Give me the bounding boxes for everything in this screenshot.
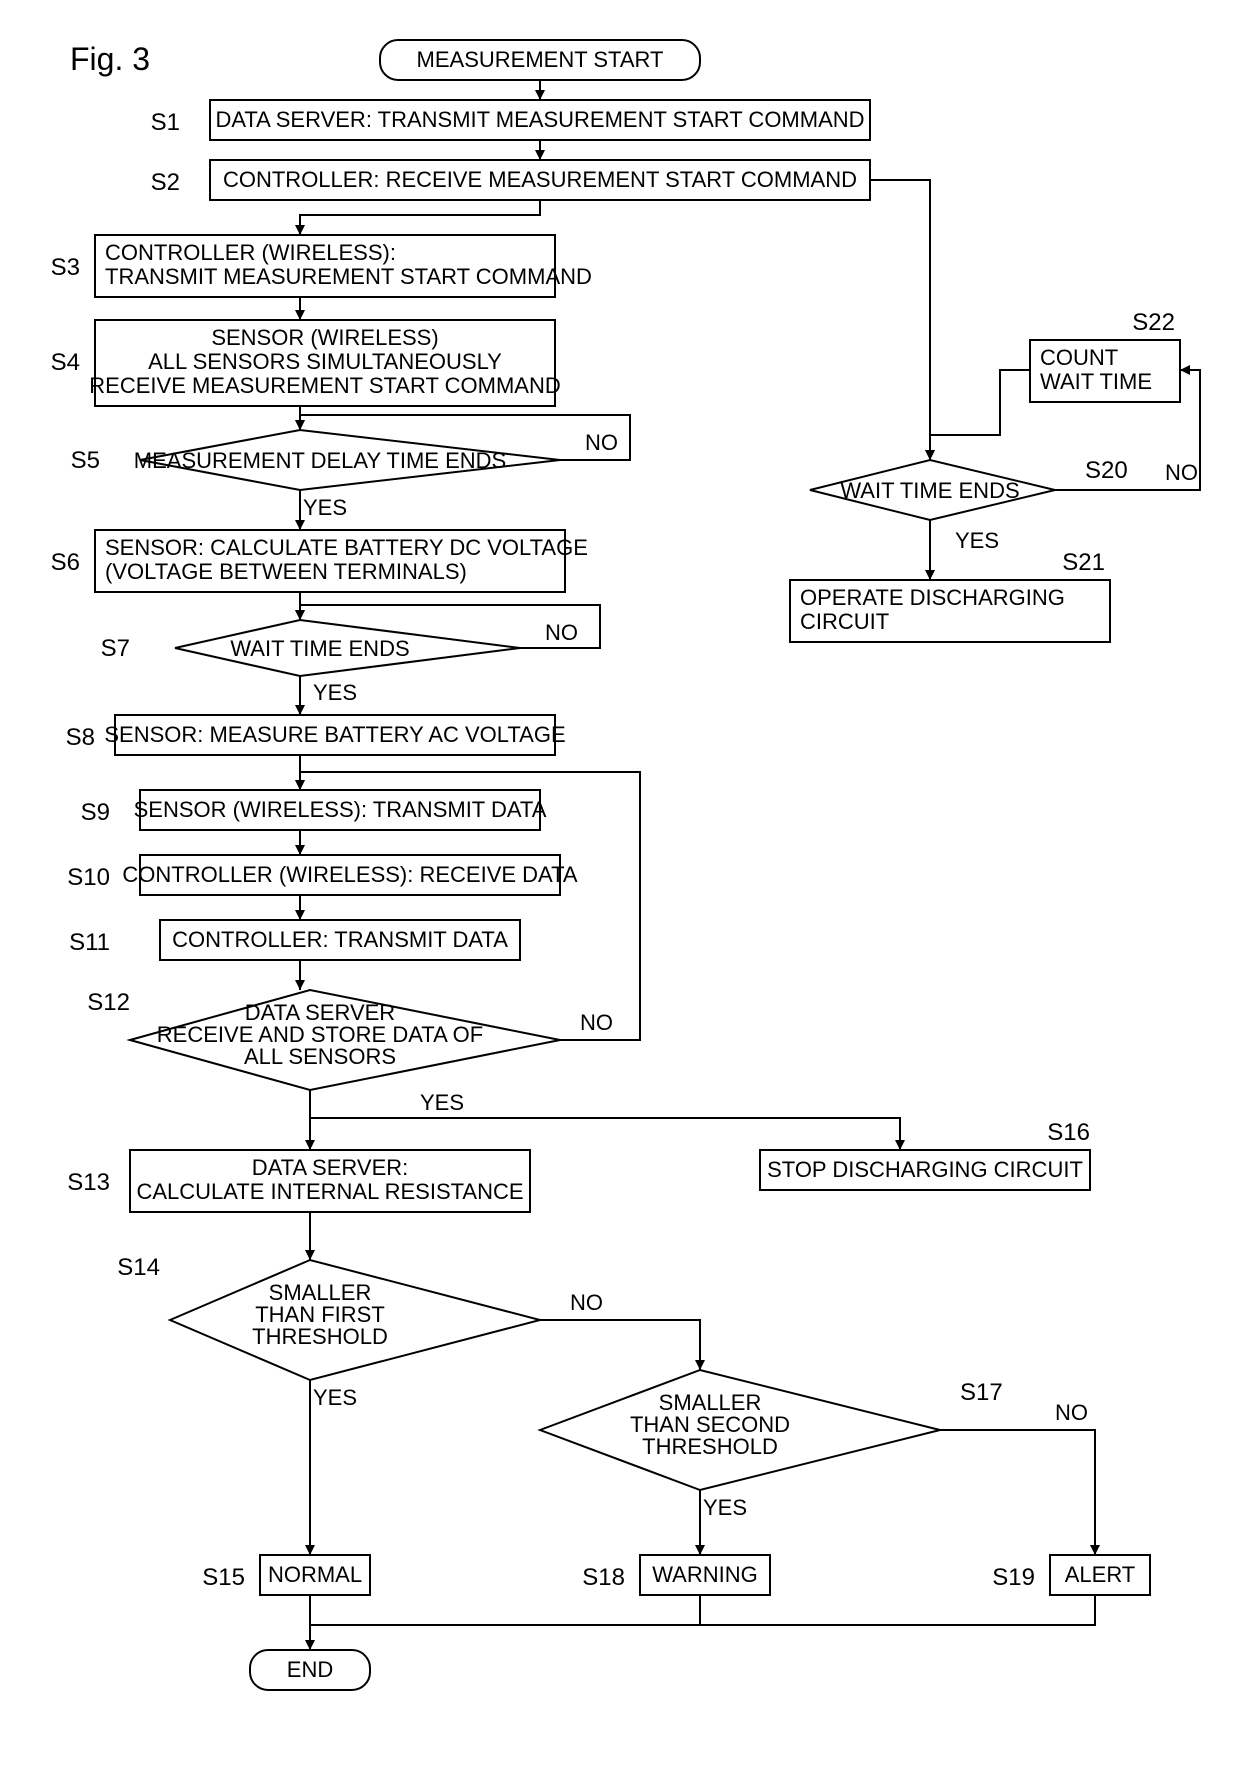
decision-s7: WAIT TIME ENDS — [175, 620, 520, 676]
flowchart: Fig. 3 MEASUREMENT START DATA SERVER: TR… — [0, 0, 1240, 1767]
s7-no: NO — [545, 620, 578, 645]
step-s2: CONTROLLER: RECEIVE MEASUREMENT START CO… — [210, 160, 870, 200]
label-s8: S8 — [66, 724, 95, 751]
step-s11: CONTROLLER: TRANSMIT DATA — [160, 920, 520, 960]
label-s15: S15 — [202, 1564, 245, 1591]
step-s9: SENSOR (WIRELESS): TRANSMIT DATA — [134, 790, 547, 830]
s12-yes: YES — [420, 1090, 464, 1115]
label-s20: S20 — [1085, 457, 1128, 484]
label-s19: S19 — [992, 1564, 1035, 1591]
s14-yes: YES — [313, 1385, 357, 1410]
step-s21: OPERATE DISCHARGINGCIRCUIT — [790, 580, 1110, 642]
label-s14: S14 — [117, 1254, 160, 1281]
step-s19: ALERT — [1050, 1555, 1150, 1595]
svg-text:MEASUREMENT START: MEASUREMENT START — [417, 47, 664, 72]
svg-text:CONTROLLER: RECEIVE MEASUREMEN: CONTROLLER: RECEIVE MEASUREMENT START CO… — [223, 167, 857, 192]
label-s6: S6 — [51, 549, 80, 576]
decision-s14: SMALLERTHAN FIRSTTHRESHOLD — [170, 1260, 540, 1380]
step-s13: DATA SERVER:CALCULATE INTERNAL RESISTANC… — [130, 1150, 530, 1212]
step-s10: CONTROLLER (WIRELESS): RECEIVE DATA — [122, 855, 577, 895]
decision-s12: DATA SERVERRECEIVE AND STORE DATA OFALL … — [130, 990, 560, 1090]
label-s9: S9 — [81, 799, 110, 826]
step-s1: DATA SERVER: TRANSMIT MEASUREMENT START … — [210, 100, 870, 140]
svg-text:CONTROLLER: TRANSMIT DATA: CONTROLLER: TRANSMIT DATA — [172, 927, 508, 952]
s20-yes: YES — [955, 528, 999, 553]
terminal-end: END — [250, 1650, 370, 1690]
svg-text:WARNING: WARNING — [652, 1562, 758, 1587]
label-s7: S7 — [101, 635, 130, 662]
label-s2: S2 — [151, 169, 180, 196]
svg-text:END: END — [287, 1657, 333, 1682]
step-s3: CONTROLLER (WIRELESS):TRANSMIT MEASUREME… — [95, 235, 592, 297]
svg-text:SENSOR: MEASURE BATTERY AC VOL: SENSOR: MEASURE BATTERY AC VOLTAGE — [104, 722, 565, 747]
decision-s17: SMALLERTHAN SECONDTHRESHOLD — [540, 1370, 940, 1490]
label-s21: S21 — [1062, 549, 1105, 576]
label-s3: S3 — [51, 254, 80, 281]
label-s18: S18 — [582, 1564, 625, 1591]
s5-yes: YES — [303, 495, 347, 520]
step-s15: NORMAL — [260, 1555, 370, 1595]
label-s5: S5 — [71, 447, 100, 474]
figure-label: Fig. 3 — [70, 41, 150, 77]
step-s18: WARNING — [640, 1555, 770, 1595]
svg-text:WAIT TIME ENDS: WAIT TIME ENDS — [230, 636, 409, 661]
s17-yes: YES — [703, 1495, 747, 1520]
svg-text:NORMAL: NORMAL — [268, 1562, 362, 1587]
label-s17: S17 — [960, 1379, 1003, 1406]
step-s16: STOP DISCHARGING CIRCUIT — [760, 1150, 1090, 1190]
step-s8: SENSOR: MEASURE BATTERY AC VOLTAGE — [104, 715, 565, 755]
step-s4: SENSOR (WIRELESS)ALL SENSORS SIMULTANEOU… — [89, 320, 560, 406]
label-s11: S11 — [69, 929, 110, 956]
edge-s2-to-s20 — [870, 180, 930, 460]
s12-no: NO — [580, 1010, 613, 1035]
s7-yes: YES — [313, 680, 357, 705]
s20-no: NO — [1165, 460, 1198, 485]
label-s4: S4 — [51, 349, 80, 376]
svg-text:WAIT TIME ENDS: WAIT TIME ENDS — [840, 478, 1019, 503]
svg-text:STOP DISCHARGING CIRCUIT: STOP DISCHARGING CIRCUIT — [767, 1157, 1083, 1182]
svg-text:SENSOR (WIRELESS): TRANSMIT DA: SENSOR (WIRELESS): TRANSMIT DATA — [134, 797, 547, 822]
svg-text:SMALLERTHAN FIRSTTHRESHOLD: SMALLERTHAN FIRSTTHRESHOLD — [252, 1280, 388, 1349]
label-s13: S13 — [67, 1169, 110, 1196]
terminal-start: MEASUREMENT START — [380, 40, 700, 80]
label-s10: S10 — [67, 864, 110, 891]
s14-no: NO — [570, 1290, 603, 1315]
decision-s5: MEASUREMENT DELAY TIME ENDS — [134, 430, 560, 490]
label-s12: S12 — [87, 989, 130, 1016]
svg-text:DATA SERVER: TRANSMIT MEASUREM: DATA SERVER: TRANSMIT MEASUREMENT START … — [215, 107, 864, 132]
svg-text:MEASUREMENT DELAY TIME ENDS: MEASUREMENT DELAY TIME ENDS — [134, 448, 506, 473]
label-s22: S22 — [1132, 309, 1175, 336]
s5-no: NO — [585, 430, 618, 455]
svg-text:ALERT: ALERT — [1065, 1562, 1136, 1587]
label-s16: S16 — [1047, 1119, 1090, 1146]
step-s6: SENSOR: CALCULATE BATTERY DC VOLTAGE(VOL… — [95, 530, 588, 592]
label-s1: S1 — [151, 109, 180, 136]
svg-text:CONTROLLER (WIRELESS): RECEIVE: CONTROLLER (WIRELESS): RECEIVE DATA — [122, 862, 577, 887]
step-s22: COUNTWAIT TIME — [1030, 340, 1180, 402]
decision-s20: WAIT TIME ENDS — [810, 460, 1055, 520]
s17-no: NO — [1055, 1400, 1088, 1425]
